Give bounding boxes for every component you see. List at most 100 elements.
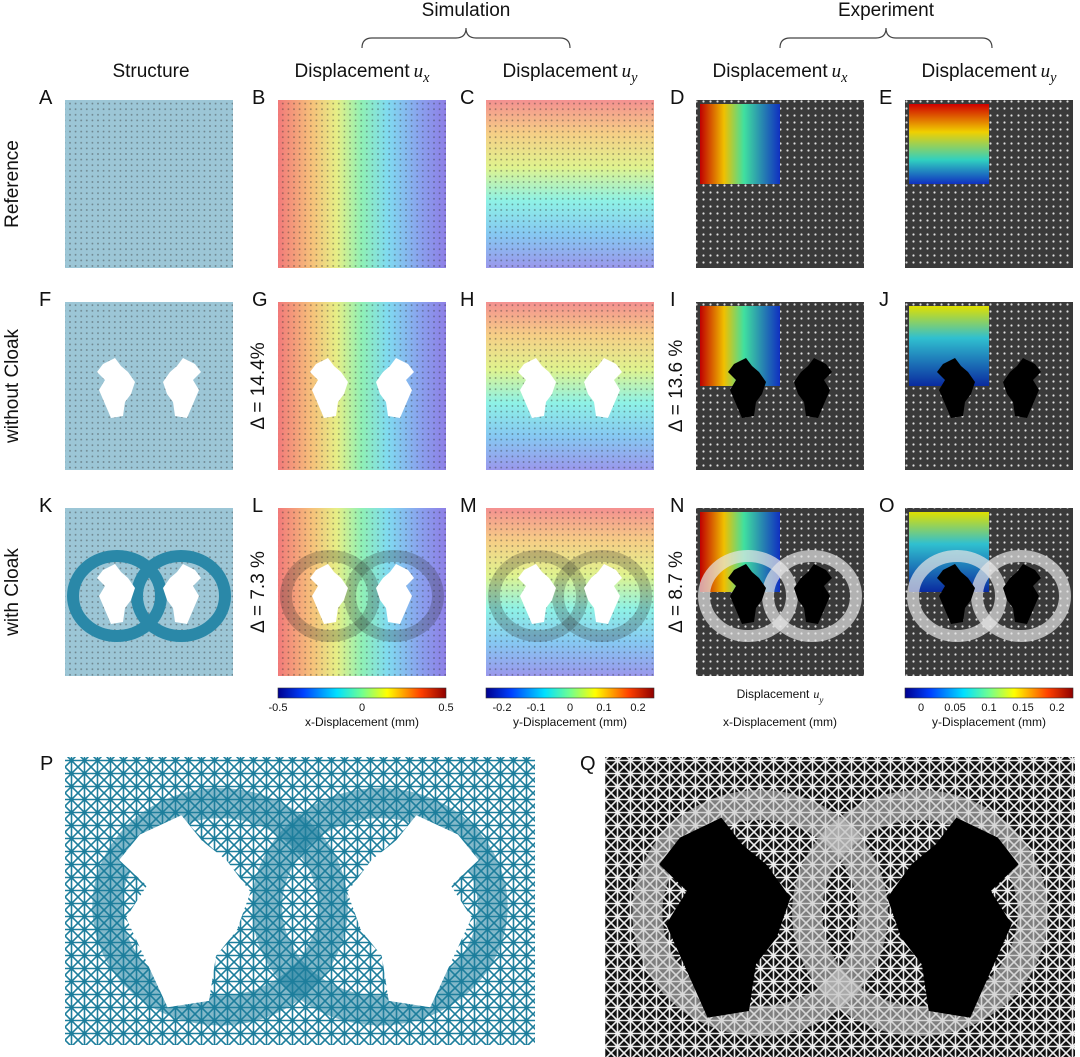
title-var: u <box>1041 61 1051 82</box>
panel-letter: B <box>252 87 265 109</box>
title-text: Displacement <box>737 687 810 701</box>
error-label: Δ = 14.4% <box>248 342 269 429</box>
panel-letter: J <box>879 289 889 311</box>
panels: Structure Displacement ux Displacement uy Dis… <box>2 61 1075 1057</box>
lattice-dots <box>278 302 446 470</box>
title-var: u <box>622 61 632 82</box>
colorbar-tick: 0 <box>918 702 924 714</box>
lattice-dots <box>486 100 654 268</box>
title-sub: y <box>818 695 823 705</box>
colorbar-tick: 0.05 <box>944 702 965 714</box>
header: Simulation Experiment <box>361 0 993 49</box>
title-text: Displacement <box>713 61 829 82</box>
panel-letter: N <box>670 495 684 517</box>
colorbar-tick: 0.15 <box>1012 702 1033 714</box>
colorbar-tick: -0.5 <box>269 702 288 714</box>
group-title: Simulation <box>422 0 511 21</box>
title-text: Displacement <box>922 61 1038 82</box>
error-label: Δ = 8.7 % <box>666 551 687 633</box>
lattice <box>605 757 1075 1057</box>
panel-letter: M <box>460 495 477 517</box>
colorbar-tick: 0 <box>567 702 573 714</box>
title-text: Displacement <box>503 61 619 82</box>
panel <box>696 302 864 470</box>
cloak <box>762 550 862 642</box>
cloak <box>67 550 167 642</box>
cloak <box>792 790 1048 1036</box>
panel-letter: C <box>460 87 474 109</box>
title-var: u <box>813 687 819 701</box>
column-title: Displacement uy <box>503 61 639 86</box>
title-text: Displacement <box>295 61 411 82</box>
panel <box>278 508 446 676</box>
cloak <box>252 788 508 1026</box>
colorbar-label: x-Displacement (mm) <box>723 715 837 729</box>
colorbar-scale <box>485 687 655 699</box>
panel <box>65 302 233 470</box>
panel-letter: O <box>879 495 895 517</box>
colorbar-tick: -0.2 <box>493 702 512 714</box>
panel-letter: A <box>39 87 53 109</box>
cloak <box>92 788 348 1026</box>
colorbar-tick: 0.2 <box>630 702 645 714</box>
cloak <box>971 550 1071 642</box>
panel <box>65 508 233 676</box>
panel-letter: P <box>40 753 53 775</box>
panel <box>486 100 654 268</box>
colorbar: -0.2 -0.1 0 0.1 0.2y-Displacement (mm) <box>485 687 655 729</box>
lattice-dots <box>486 508 654 676</box>
column-title: Displacement ux <box>295 61 431 86</box>
row-label: with Cloak <box>2 548 23 637</box>
colorbar-label: y-Displacement (mm) <box>932 715 1046 729</box>
panel <box>486 508 654 676</box>
group-title: Experiment <box>838 0 935 21</box>
panel-letter: K <box>39 495 53 517</box>
panel <box>905 302 1073 470</box>
cloak <box>552 550 652 642</box>
column-title: Displacement ux <box>713 61 849 86</box>
panel-letter: D <box>670 87 684 109</box>
colorbar-tick: 0.5 <box>438 702 453 714</box>
panel-letter: I <box>670 289 676 311</box>
panel <box>696 508 864 676</box>
bracket <box>779 27 993 49</box>
lattice <box>65 757 535 1045</box>
error-label: Δ = 7.3 % <box>248 551 269 633</box>
error-label: Δ = 13.6 % <box>666 340 687 433</box>
panel-letter: E <box>879 87 892 109</box>
panel <box>486 302 654 470</box>
column-title: Structure <box>112 61 189 82</box>
cloak <box>907 550 1007 642</box>
row-label: Reference <box>2 140 23 228</box>
lattice-dots <box>65 100 233 268</box>
colorbar-scale <box>904 687 1074 699</box>
cloak <box>632 790 888 1036</box>
panel <box>278 302 446 470</box>
cloak <box>280 550 380 642</box>
colorbar: -0.5 0 0.5 x-Displacement (mm) <box>269 687 454 729</box>
large-panel <box>65 757 535 1045</box>
large-panel <box>605 757 1075 1057</box>
bracket <box>361 27 571 49</box>
column-title: Displacement uy <box>922 61 1058 86</box>
panel <box>905 100 1073 268</box>
panel <box>905 508 1073 676</box>
cloak <box>344 550 444 642</box>
panel <box>696 100 864 268</box>
cloak <box>488 550 588 642</box>
colorbar-tick: 0 <box>359 702 365 714</box>
lattice-dots <box>65 302 233 470</box>
title-var: u <box>414 61 424 82</box>
title-sub: x <box>840 70 848 86</box>
panel-letter: Q <box>580 753 596 775</box>
colorbar-scale <box>277 687 447 699</box>
lattice-dots <box>65 508 233 676</box>
title-var: u <box>832 61 842 82</box>
column-title: Displacement uy <box>737 687 824 705</box>
colorbar: 0 0.05 0.1 0.15 0.2y-Displacement (mm) <box>904 687 1074 729</box>
cloak <box>131 550 231 642</box>
colorbar-tick: 0.1 <box>596 702 611 714</box>
title-sub: x <box>422 70 430 86</box>
measured-field <box>700 104 780 184</box>
